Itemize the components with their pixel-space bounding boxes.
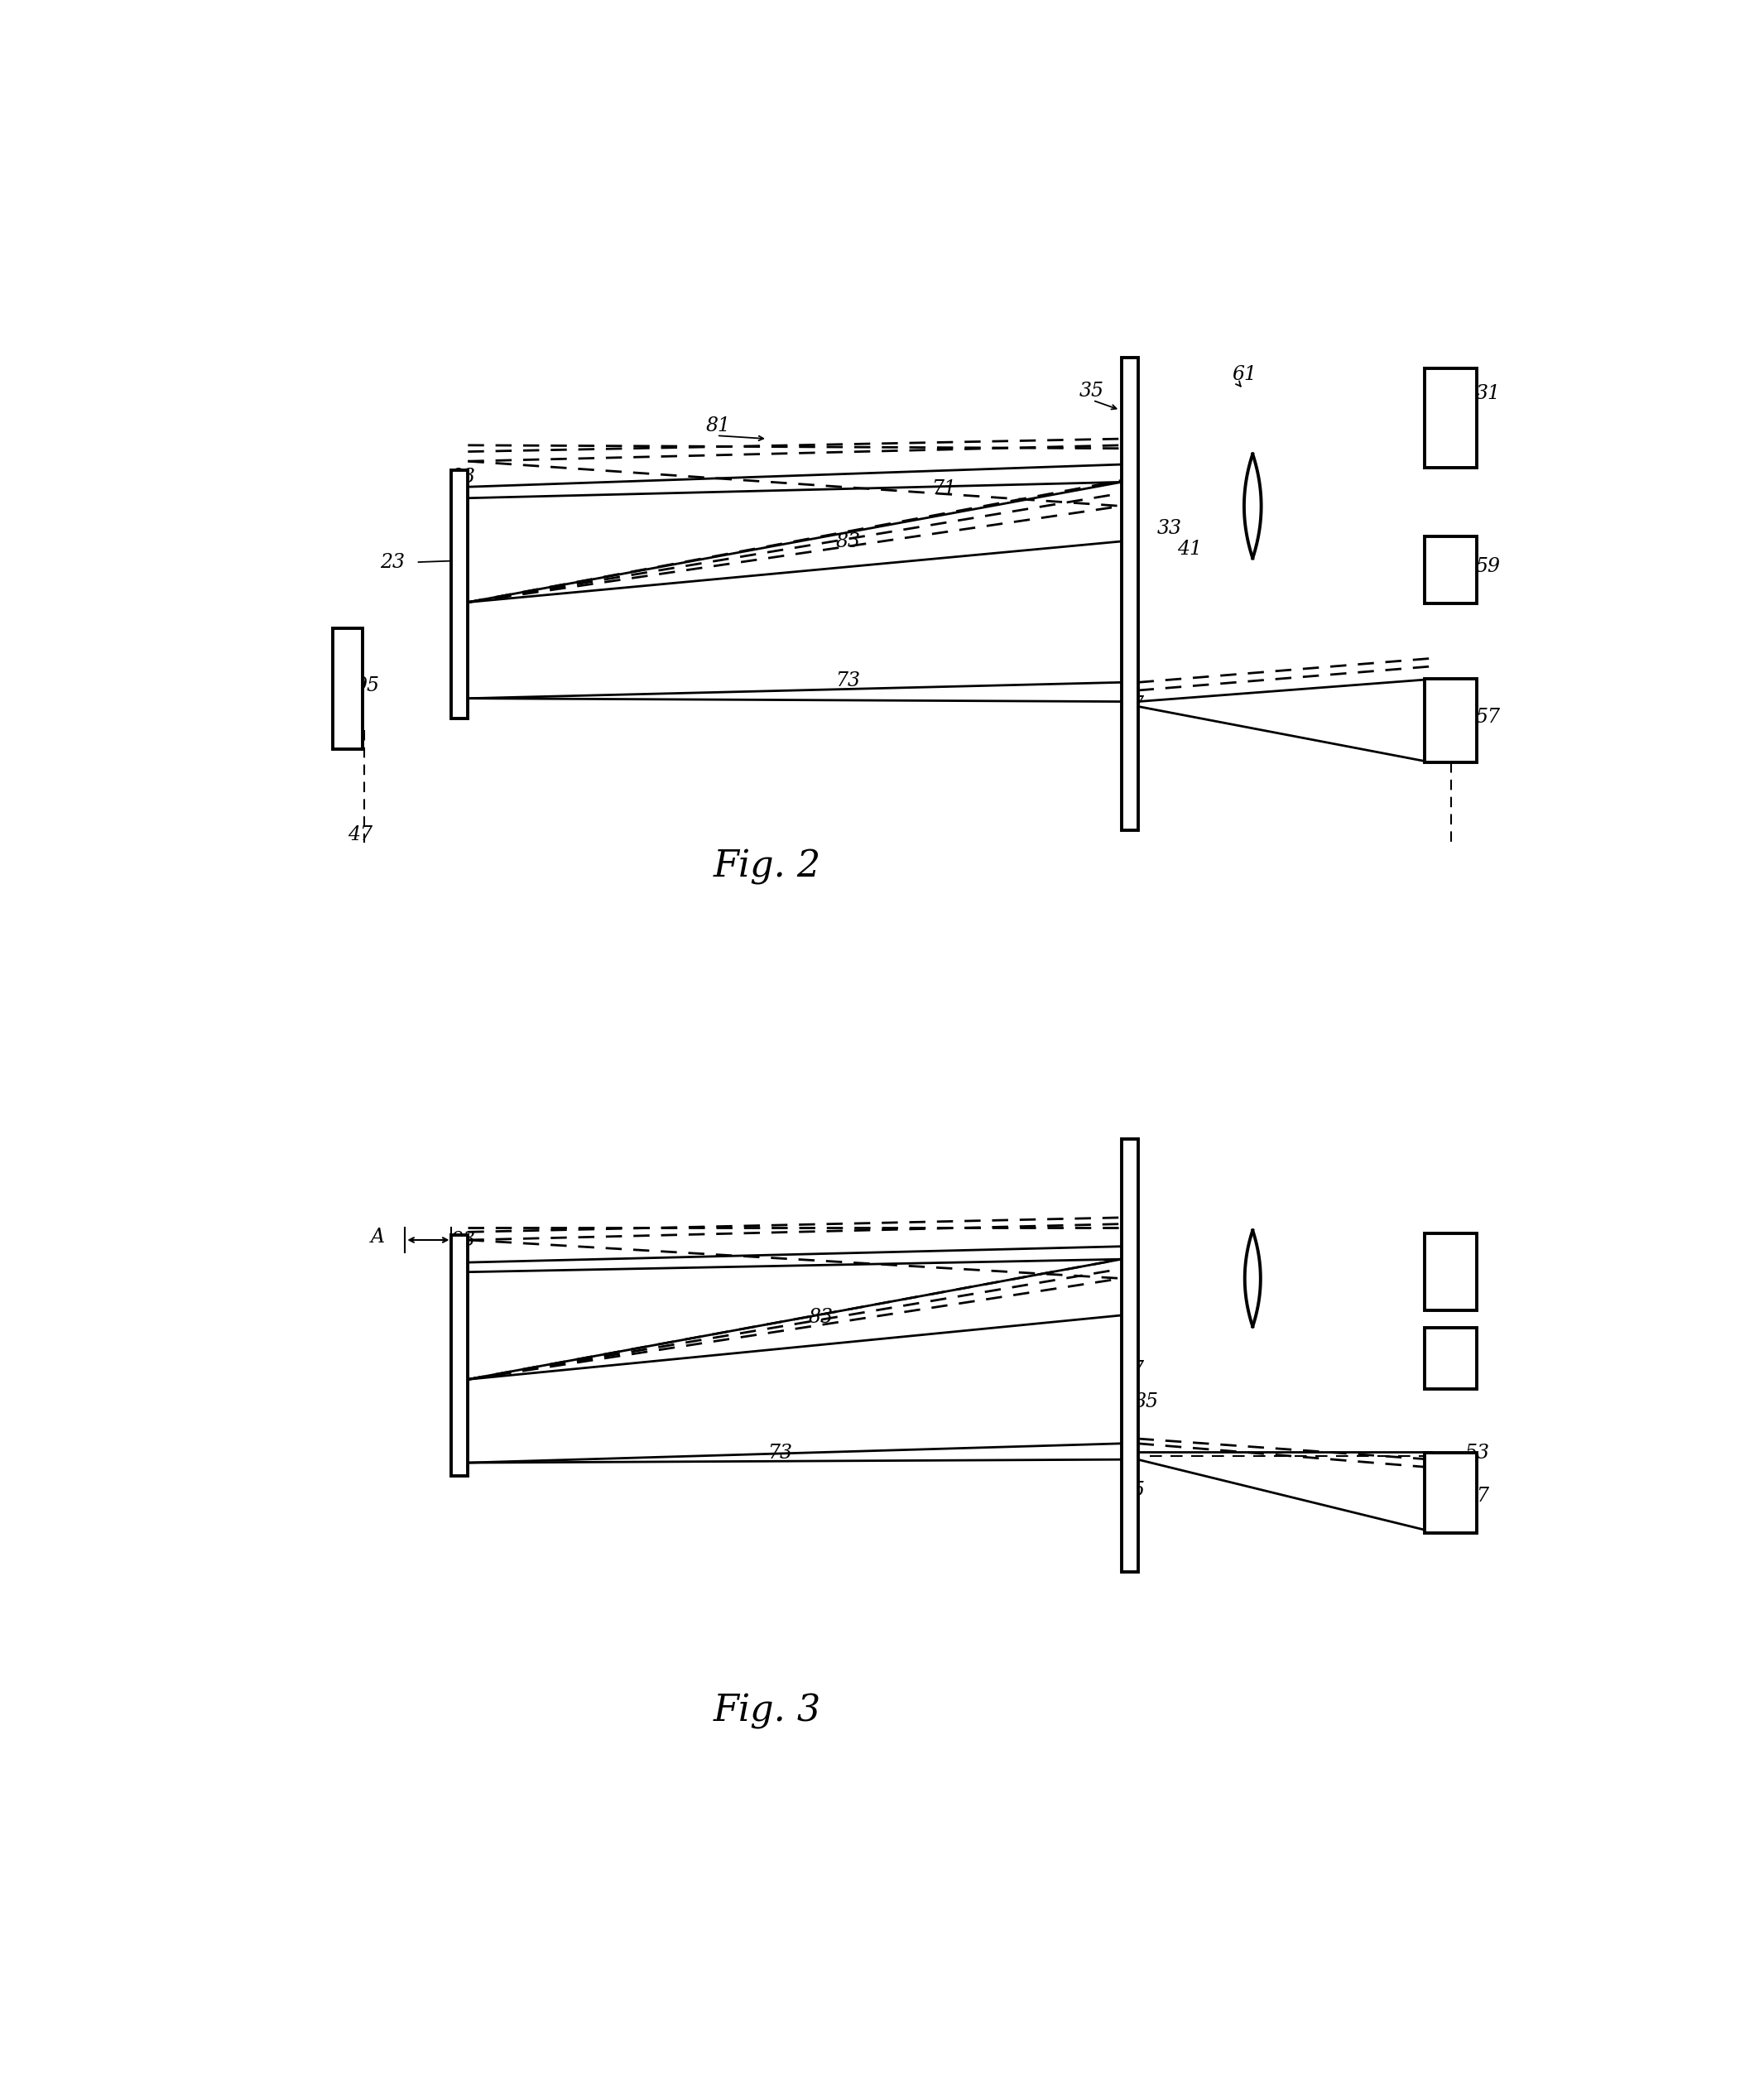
Text: 83: 83 xyxy=(836,533,861,551)
Text: 23: 23 xyxy=(381,554,406,572)
Text: 93: 93 xyxy=(450,468,475,487)
Text: Fig. 2: Fig. 2 xyxy=(713,849,822,884)
Text: 47: 47 xyxy=(348,824,372,845)
Bar xyxy=(333,628,363,749)
Text: 57: 57 xyxy=(1475,708,1501,726)
Text: 61: 61 xyxy=(1231,366,1258,385)
Text: 73: 73 xyxy=(767,1444,792,1463)
Text: 93: 93 xyxy=(450,1230,475,1249)
Bar xyxy=(1122,1138,1138,1571)
Bar xyxy=(1425,1328,1476,1388)
Bar xyxy=(1425,678,1476,762)
Text: 75: 75 xyxy=(1120,1480,1145,1500)
Polygon shape xyxy=(1245,1230,1261,1326)
Polygon shape xyxy=(1244,454,1261,558)
Bar xyxy=(1425,368,1476,468)
Bar xyxy=(1425,537,1476,603)
Bar xyxy=(1122,358,1138,830)
Text: 35: 35 xyxy=(1080,381,1104,400)
Text: 31: 31 xyxy=(1475,385,1501,404)
Text: A: A xyxy=(370,1228,385,1247)
Text: 33: 33 xyxy=(1157,518,1182,539)
Text: 53: 53 xyxy=(1464,1444,1489,1463)
Text: 83: 83 xyxy=(808,1307,833,1326)
Text: 41: 41 xyxy=(1177,539,1203,560)
Bar xyxy=(1425,1234,1476,1311)
Text: 71: 71 xyxy=(931,479,956,497)
Bar xyxy=(452,1236,467,1475)
Text: 59: 59 xyxy=(1475,558,1501,576)
Text: 85: 85 xyxy=(1134,1392,1159,1411)
Text: 73: 73 xyxy=(836,672,861,691)
Text: 37: 37 xyxy=(1120,1361,1145,1380)
Text: 95: 95 xyxy=(355,676,379,695)
Text: 57: 57 xyxy=(1464,1486,1489,1507)
Bar xyxy=(1425,1453,1476,1534)
Text: Fig. 3: Fig. 3 xyxy=(713,1694,822,1729)
Text: 81: 81 xyxy=(706,416,730,435)
Text: 37: 37 xyxy=(1120,695,1145,714)
Bar xyxy=(452,470,467,718)
